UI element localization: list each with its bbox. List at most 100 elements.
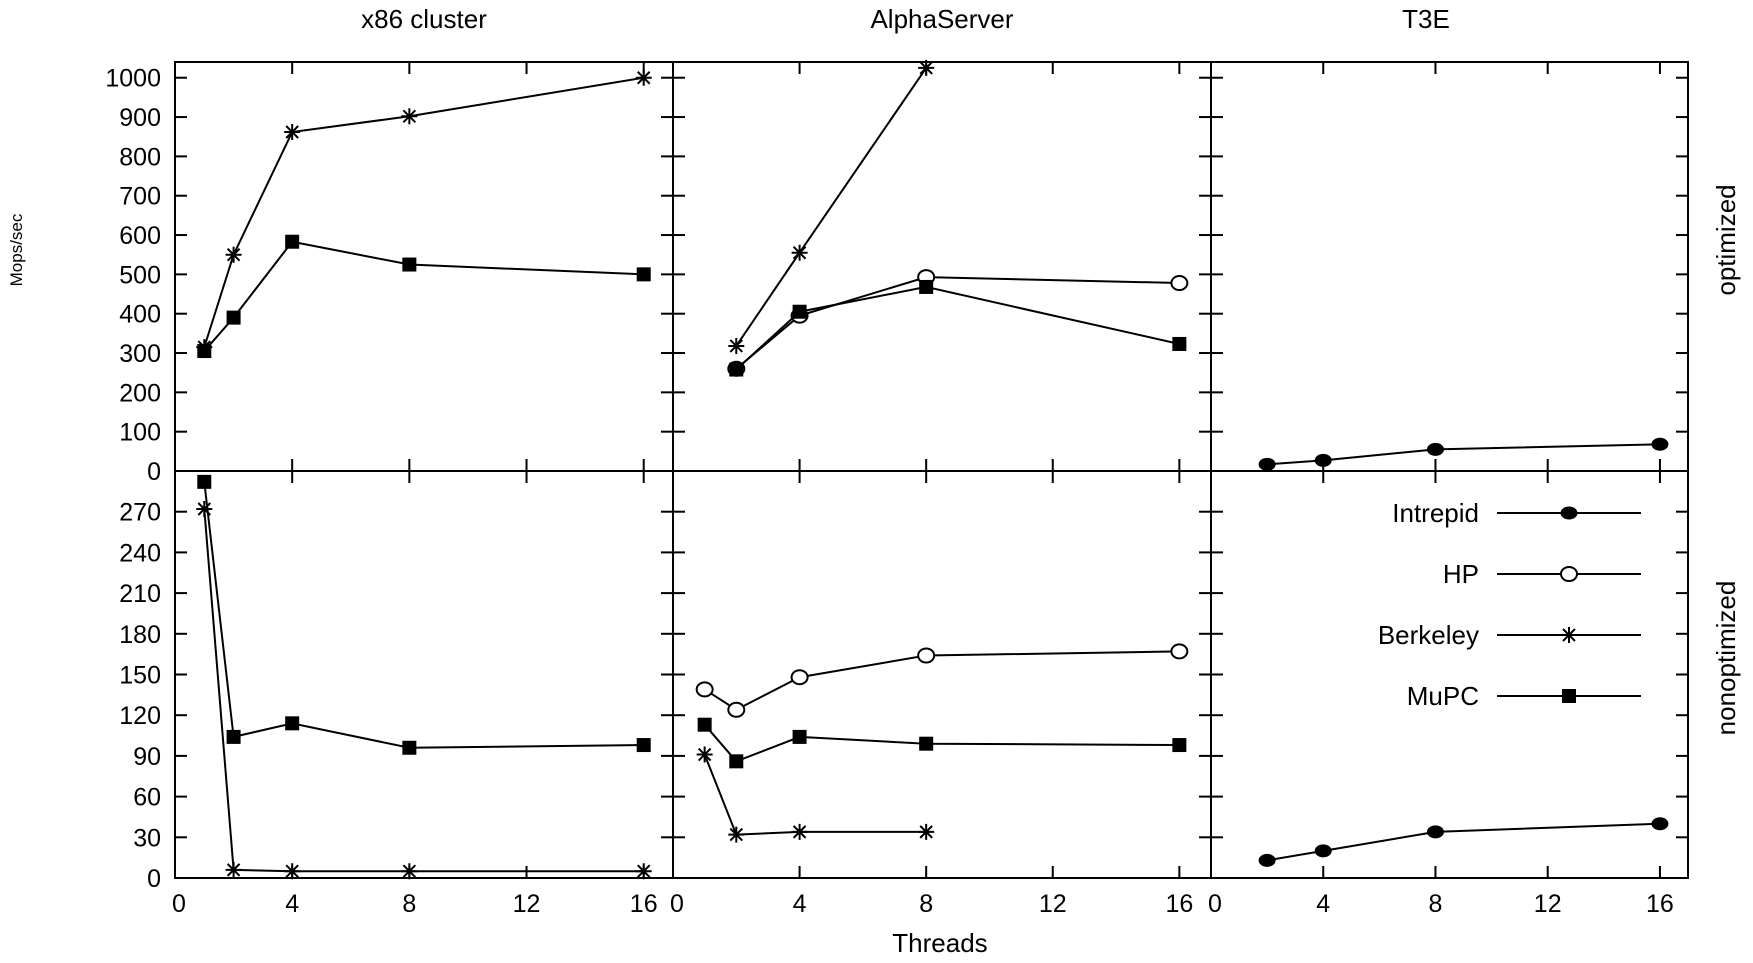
row-label-optimized: optimized bbox=[1711, 184, 1741, 295]
data-point-berkeley bbox=[225, 861, 242, 878]
x-tick-label: 4 bbox=[793, 890, 807, 918]
data-point-berkeley bbox=[791, 823, 808, 840]
series-intrepid bbox=[1258, 817, 1669, 867]
x-tick-label: 8 bbox=[402, 890, 416, 918]
data-point-berkeley bbox=[401, 863, 418, 880]
data-point-intrepid bbox=[1426, 442, 1444, 456]
x-tick-label: 12 bbox=[513, 890, 541, 918]
data-point-hp bbox=[917, 647, 936, 664]
column-title-x86: x86 cluster bbox=[361, 4, 487, 34]
series-line-hp bbox=[704, 650, 1180, 711]
data-point-mupc bbox=[1172, 336, 1187, 351]
panel-nonoptimized-alphaserver: 0 4 8 12 16 bbox=[670, 471, 1211, 918]
data-point-berkeley bbox=[918, 823, 935, 840]
y-axis-label: Mops/sec bbox=[7, 213, 26, 286]
series-line-berkeley bbox=[203, 76, 644, 348]
data-point-berkeley bbox=[284, 124, 301, 141]
legend-label-intrepid: Intrepid bbox=[1392, 498, 1479, 528]
x-tick-label: 4 bbox=[1316, 890, 1330, 918]
x-tick-label: 16 bbox=[630, 890, 658, 918]
x-tick-label: 0 bbox=[1208, 890, 1222, 918]
data-point-mupc bbox=[197, 344, 212, 359]
data-point-intrepid bbox=[1258, 457, 1276, 471]
data-point-intrepid bbox=[1651, 437, 1669, 451]
x-axis-label: Threads bbox=[892, 928, 987, 958]
data-point-mupc bbox=[792, 304, 807, 319]
y-tick-label: 0 bbox=[147, 865, 161, 893]
data-point-intrepid bbox=[1314, 844, 1332, 858]
panel-optimized-x86-cluster: 0 100 200 300 400 500 600 700 800 900 1000 bbox=[105, 62, 673, 486]
series-berkeley bbox=[196, 69, 652, 356]
y-tick-label: 200 bbox=[119, 379, 161, 407]
legend-label-hp: HP bbox=[1443, 559, 1479, 589]
y-tick-label: 400 bbox=[119, 301, 161, 329]
legend-label-berkeley: Berkeley bbox=[1378, 620, 1479, 650]
data-point-mupc bbox=[919, 279, 934, 294]
data-point-intrepid bbox=[1426, 825, 1444, 839]
data-point-hp bbox=[790, 669, 809, 686]
legend-marker-berkeley bbox=[1561, 627, 1577, 643]
x-tick-label: 12 bbox=[1534, 890, 1562, 918]
x-tick-label: 4 bbox=[285, 890, 299, 918]
x-tick-label: 0 bbox=[670, 890, 684, 918]
y-tick-label: 0 bbox=[147, 458, 161, 486]
data-point-berkeley bbox=[196, 500, 213, 517]
series-berkeley bbox=[696, 746, 935, 843]
y-tick-label: 270 bbox=[119, 499, 161, 527]
y-tick-label: 120 bbox=[119, 702, 161, 730]
legend-marker-hp bbox=[1560, 566, 1578, 582]
series-berkeley bbox=[728, 59, 935, 354]
series-line-hp bbox=[735, 276, 1180, 370]
x-tick-label: 8 bbox=[919, 890, 933, 918]
data-point-hp bbox=[695, 681, 714, 698]
data-point-berkeley bbox=[728, 826, 745, 843]
y-tick-label: 600 bbox=[119, 222, 161, 250]
data-point-mupc bbox=[792, 729, 807, 744]
row-label-nonoptimized: nonoptimized bbox=[1711, 581, 1741, 736]
data-point-berkeley bbox=[635, 863, 652, 880]
series-hp bbox=[695, 643, 1189, 718]
y-tick-label: 240 bbox=[119, 539, 161, 567]
series-mupc bbox=[197, 474, 651, 755]
series-mupc bbox=[729, 279, 1187, 377]
y-tick-label: 700 bbox=[119, 183, 161, 211]
x-tick-label: 16 bbox=[1165, 890, 1193, 918]
series-mupc bbox=[697, 717, 1187, 769]
data-point-intrepid bbox=[1258, 853, 1276, 867]
plot-area: 0100200300400500600700800900100003060901… bbox=[105, 59, 1689, 918]
data-point-berkeley bbox=[696, 746, 713, 763]
y-tick-label: 210 bbox=[119, 580, 161, 608]
data-point-hp bbox=[727, 701, 746, 718]
legend-label-mupc: MuPC bbox=[1407, 681, 1479, 711]
data-point-intrepid bbox=[1314, 453, 1332, 467]
data-point-berkeley bbox=[284, 863, 301, 880]
y-tick-label: 180 bbox=[119, 621, 161, 649]
y-tick-label: 90 bbox=[133, 743, 161, 771]
data-point-hp bbox=[1170, 643, 1189, 660]
series-line-berkeley bbox=[203, 508, 644, 873]
series-line-intrepid bbox=[1266, 822, 1660, 862]
data-point-mupc bbox=[636, 738, 651, 753]
data-point-mupc bbox=[226, 310, 241, 325]
data-point-mupc bbox=[402, 257, 417, 272]
series-line-intrepid bbox=[1267, 443, 1660, 466]
data-point-intrepid bbox=[1651, 817, 1669, 831]
panel-nonoptimized-t3e: 0 4 8 12 16 bbox=[1208, 471, 1688, 918]
x-tick-label: 0 bbox=[172, 890, 186, 918]
x-tick-label: 16 bbox=[1646, 890, 1674, 918]
data-point-mupc bbox=[729, 754, 744, 769]
data-point-mupc bbox=[285, 234, 300, 249]
data-point-mupc bbox=[729, 362, 744, 377]
series-line-mupc bbox=[203, 481, 644, 749]
y-tick-label: 300 bbox=[119, 340, 161, 368]
series-line-berkeley bbox=[703, 754, 927, 836]
y-tick-label: 800 bbox=[119, 143, 161, 171]
data-point-mupc bbox=[402, 740, 417, 755]
data-point-berkeley bbox=[918, 59, 935, 76]
series-line-berkeley bbox=[735, 67, 928, 347]
panel-optimized-alphaserver bbox=[672, 59, 1211, 472]
series-line-mupc bbox=[735, 285, 1180, 371]
x-tick-label: 12 bbox=[1039, 890, 1067, 918]
data-point-hp bbox=[1170, 275, 1189, 292]
y-tick-label: 500 bbox=[119, 261, 161, 289]
